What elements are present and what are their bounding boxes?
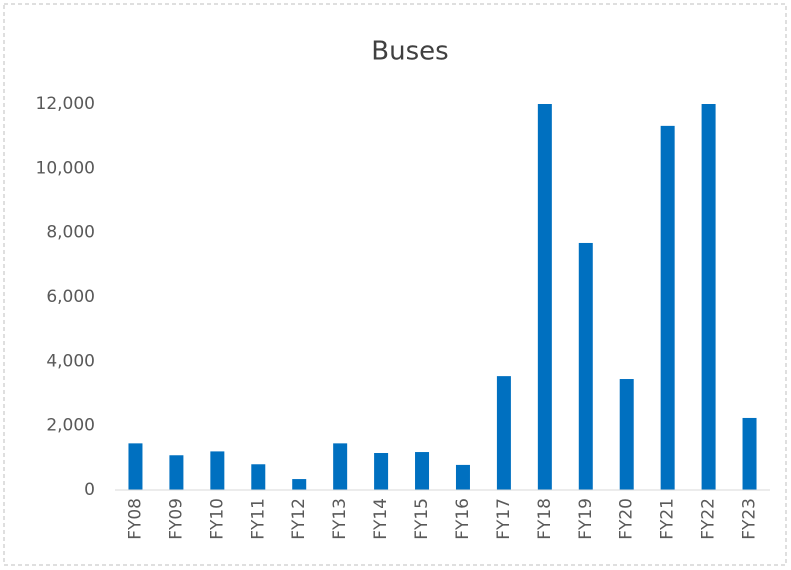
x-tick-label: FY15	[412, 498, 432, 540]
x-tick-label: FY18	[535, 498, 555, 540]
x-tick-label: FY13	[330, 498, 350, 540]
x-tick-label: FY21	[658, 498, 678, 540]
chart-title: Buses	[371, 37, 448, 67]
x-tick-label: FY08	[125, 498, 145, 540]
bar	[496, 376, 511, 490]
bar	[660, 125, 675, 490]
x-tick-label: FY11	[248, 498, 268, 540]
bar	[374, 453, 389, 490]
x-tick-label: FY09	[166, 498, 186, 540]
bar	[619, 379, 634, 490]
x-tick-label: FY20	[617, 498, 637, 540]
bar	[701, 104, 716, 490]
bar	[537, 104, 552, 490]
bar	[333, 443, 348, 490]
x-tick-label: FY19	[576, 498, 596, 540]
bar	[128, 443, 143, 490]
bar	[742, 417, 757, 490]
x-tick-label: FY14	[371, 498, 391, 540]
y-tick-label: 0	[84, 480, 95, 500]
y-tick-label: 2,000	[46, 416, 95, 436]
bar	[415, 452, 430, 490]
x-tick-label: FY10	[207, 498, 227, 540]
x-tick-label: FY17	[494, 498, 514, 540]
bar	[578, 242, 593, 490]
y-tick-label: 10,000	[36, 158, 95, 178]
bar	[169, 455, 184, 490]
bar	[210, 451, 225, 490]
y-tick-label: 8,000	[46, 223, 95, 243]
y-tick-label: 6,000	[46, 287, 95, 307]
x-tick-label: FY22	[699, 498, 719, 540]
bar	[292, 479, 307, 490]
x-tick-label: FY16	[453, 498, 473, 540]
y-tick-label: 12,000	[36, 94, 95, 114]
y-tick-label: 4,000	[46, 351, 95, 371]
bar	[251, 464, 266, 490]
bar	[455, 464, 470, 490]
x-tick-label: FY23	[740, 498, 760, 540]
x-tick-label: FY12	[289, 498, 309, 540]
